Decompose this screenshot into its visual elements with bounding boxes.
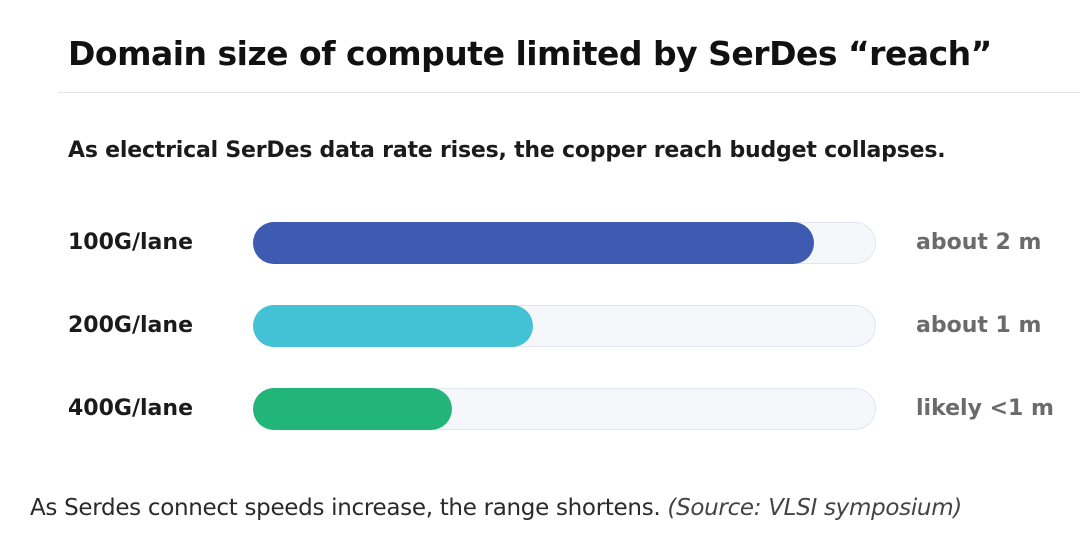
caption-source: (Source: VLSI symposium) xyxy=(667,495,962,521)
value-label: likely <1 m xyxy=(916,396,1054,421)
bar-row-400g: 400G/lane likely <1 m xyxy=(0,386,1080,432)
value-label: about 1 m xyxy=(916,313,1042,338)
bar-fill xyxy=(253,388,452,430)
chart-panel: Domain size of compute limited by SerDes… xyxy=(0,34,1080,432)
value-label: about 2 m xyxy=(916,230,1042,255)
chart-subtitle: As electrical SerDes data rate rises, th… xyxy=(68,138,946,163)
bar-row-200g: 200G/lane about 1 m xyxy=(0,303,1080,349)
category-label: 200G/lane xyxy=(68,313,193,338)
bar-fill xyxy=(253,305,533,347)
category-label: 400G/lane xyxy=(68,396,193,421)
bar-row-100g: 100G/lane about 2 m xyxy=(0,220,1080,266)
title-divider xyxy=(58,92,1080,93)
chart-title: Domain size of compute limited by SerDes… xyxy=(68,34,992,73)
category-label: 100G/lane xyxy=(68,230,193,255)
caption-text: As Serdes connect speeds increase, the r… xyxy=(30,495,661,521)
figure-caption: As Serdes connect speeds increase, the r… xyxy=(30,495,962,521)
bar-fill xyxy=(253,222,814,264)
